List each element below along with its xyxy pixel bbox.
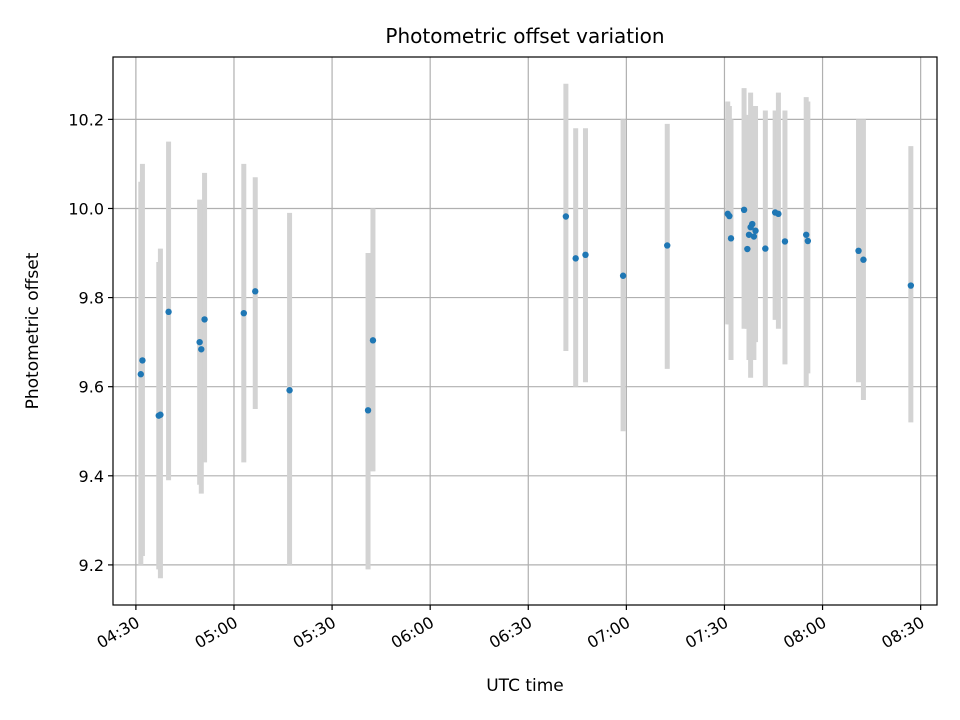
chart-title: Photometric offset variation	[385, 24, 664, 48]
y-tick-label: 10.2	[68, 110, 104, 129]
data-point	[775, 210, 782, 218]
data-point	[727, 235, 735, 242]
data-point	[562, 213, 570, 220]
data-point	[137, 371, 144, 378]
data-point	[750, 233, 758, 240]
y-axis-label: Photometric offset	[23, 252, 43, 409]
data-point	[860, 256, 867, 263]
data-point	[762, 245, 769, 252]
data-point	[201, 316, 208, 323]
data-point	[252, 288, 259, 295]
data-point	[749, 220, 756, 228]
y-axis-ticks: 9.2 9.4 9.6 9.8 10.0 10.2	[68, 110, 113, 575]
data-points	[137, 206, 915, 419]
data-point	[664, 242, 671, 249]
data-point	[744, 245, 751, 253]
data-point	[198, 346, 205, 353]
data-point	[745, 231, 753, 238]
data-point	[752, 227, 759, 234]
data-point	[804, 237, 812, 245]
data-point	[157, 411, 164, 418]
data-point	[740, 206, 748, 214]
data-point	[803, 231, 810, 238]
y-tick-label: 9.4	[79, 467, 104, 486]
data-point	[240, 309, 247, 317]
data-point	[619, 272, 627, 279]
data-point	[907, 282, 915, 289]
data-point	[572, 255, 579, 262]
data-point	[196, 338, 203, 346]
data-point	[165, 308, 172, 316]
data-point	[726, 212, 733, 220]
y-tick-label: 10.0	[68, 199, 104, 218]
data-point	[364, 407, 372, 414]
y-tick-label: 9.8	[79, 289, 104, 308]
data-point	[582, 251, 589, 259]
grid	[113, 57, 937, 605]
data-point	[286, 387, 293, 394]
y-tick-label: 9.2	[79, 556, 104, 575]
data-point	[369, 337, 377, 344]
data-point	[781, 238, 789, 245]
data-point	[855, 247, 862, 255]
data-point	[139, 357, 146, 364]
y-tick-label: 9.6	[79, 378, 104, 397]
x-axis-label: UTC time	[486, 676, 564, 696]
plot-frame	[112, 56, 938, 606]
